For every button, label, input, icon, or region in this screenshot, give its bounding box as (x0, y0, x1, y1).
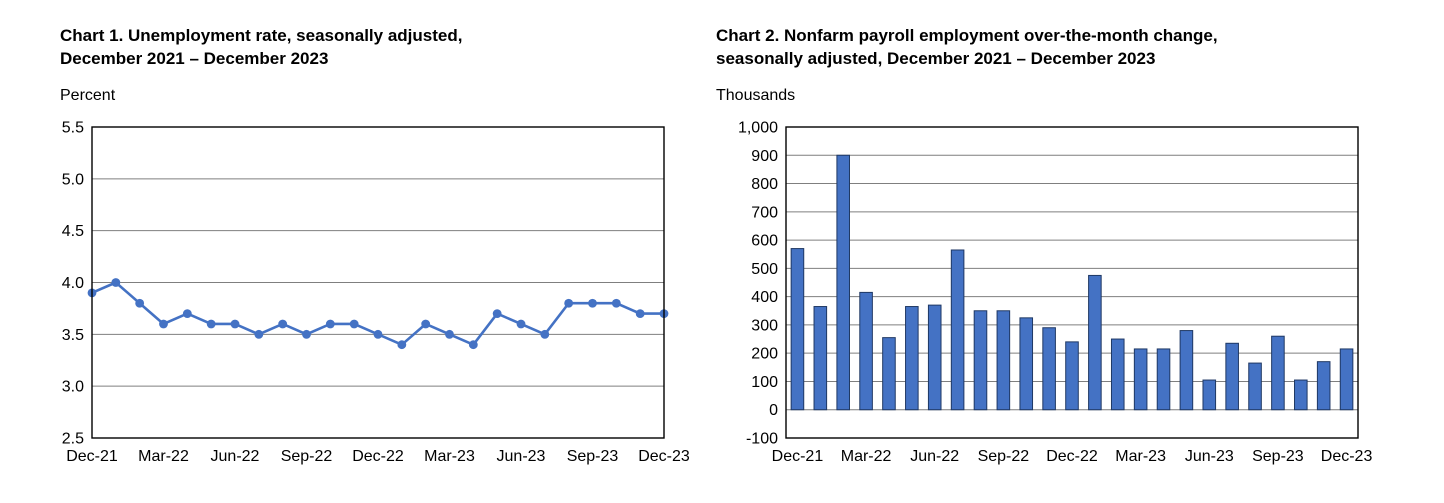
svg-text:1,000: 1,000 (738, 119, 778, 136)
svg-text:Sep-23: Sep-23 (567, 448, 619, 465)
svg-text:600: 600 (751, 232, 778, 249)
svg-text:0: 0 (769, 402, 778, 419)
svg-text:Jun-22: Jun-22 (910, 448, 959, 465)
svg-text:Mar-22: Mar-22 (841, 448, 892, 465)
svg-text:500: 500 (751, 261, 778, 278)
svg-text:100: 100 (751, 374, 778, 391)
svg-text:200: 200 (751, 346, 778, 363)
svg-text:4.0: 4.0 (62, 275, 84, 292)
chart2-unit-label: Thousands (716, 86, 796, 104)
svg-text:Dec-23: Dec-23 (1321, 448, 1373, 465)
svg-text:Mar-23: Mar-23 (424, 448, 475, 465)
svg-text:800: 800 (751, 176, 778, 193)
svg-text:Sep-22: Sep-22 (281, 448, 333, 465)
svg-text:Dec-21: Dec-21 (66, 448, 118, 465)
chart2-title-line2: seasonally adjusted, December 2021 – Dec… (716, 49, 1156, 69)
svg-text:5.0: 5.0 (62, 171, 84, 188)
svg-text:5.5: 5.5 (62, 119, 84, 136)
svg-text:Jun-23: Jun-23 (497, 448, 546, 465)
payroll-bar-chart: -100 0 100 200 300 400 500 600 700 800 900 1,000 Dec… (738, 119, 1372, 465)
svg-text:3.0: 3.0 (62, 379, 84, 396)
svg-text:2.5: 2.5 (62, 430, 84, 447)
payroll-chart-panel: Chart 2. Nonfarm payroll employment over… (716, 24, 1376, 478)
svg-text:Dec-23: Dec-23 (638, 448, 690, 465)
svg-text:Dec-21: Dec-21 (772, 448, 824, 465)
svg-text:900: 900 (751, 148, 778, 165)
chart1-unit-label: Percent (60, 86, 116, 104)
chart1-title-line1: Chart 1. Unemployment rate, seasonally a… (60, 26, 463, 45)
svg-text:Dec-22: Dec-22 (352, 448, 404, 465)
svg-text:Sep-23: Sep-23 (1252, 448, 1304, 465)
svg-text:Jun-23: Jun-23 (1185, 448, 1234, 465)
chart1-title-line2: December 2021 – December 2023 (60, 49, 329, 69)
svg-text:Mar-23: Mar-23 (1115, 448, 1166, 465)
svg-text:-100: -100 (746, 430, 778, 447)
chart2-title-line1: Chart 2. Nonfarm payroll employment over… (716, 26, 1218, 45)
svg-text:Jun-22: Jun-22 (211, 448, 260, 465)
unemployment-chart-panel: Chart 1. Unemployment rate, seasonally a… (60, 24, 690, 478)
svg-text:300: 300 (751, 317, 778, 334)
svg-text:700: 700 (751, 204, 778, 221)
svg-text:Sep-22: Sep-22 (978, 448, 1030, 465)
svg-text:400: 400 (751, 289, 778, 306)
charts-row: Chart 1. Unemployment rate, seasonally a… (60, 24, 1376, 478)
svg-text:Dec-22: Dec-22 (1046, 448, 1098, 465)
chart1-title: Chart 1. Unemployment rate, seasonally a… (60, 24, 672, 71)
unemployment-line-chart: 2.5 3.0 3.5 4.0 4.5 5.0 5.5 Dec-21 Mar-22 Jun-22 S… (62, 119, 690, 465)
chart2-title: Chart 2. Nonfarm payroll employment over… (716, 24, 1376, 71)
svg-text:3.5: 3.5 (62, 327, 84, 344)
svg-text:Mar-22: Mar-22 (138, 448, 189, 465)
svg-text:4.5: 4.5 (62, 223, 84, 240)
